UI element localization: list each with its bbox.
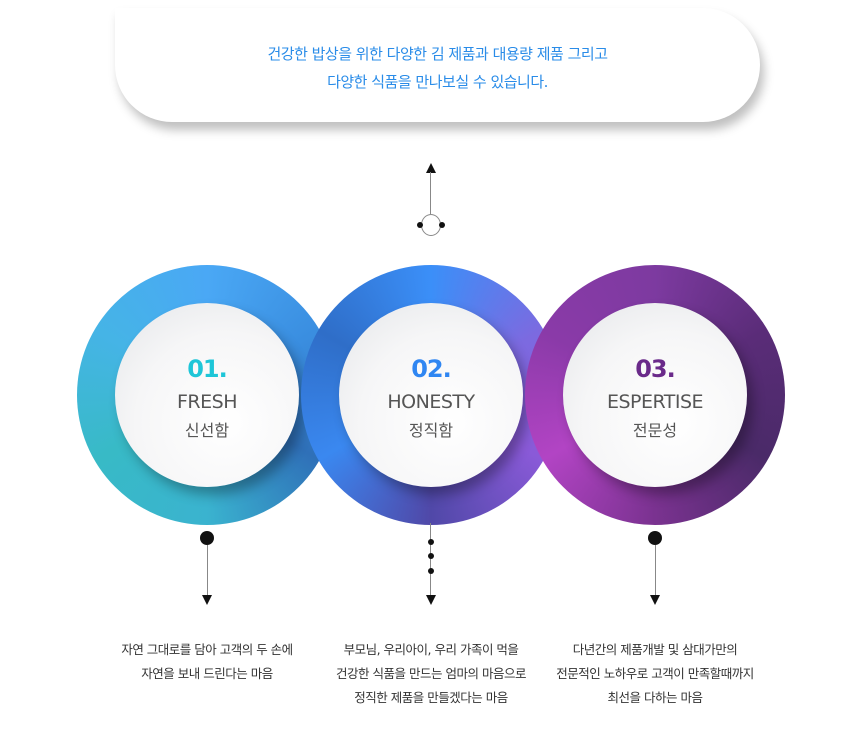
arrow-down-icon <box>426 595 436 605</box>
connector-dot <box>428 568 434 574</box>
desc-line: 자연을 보내 드린다는 마음 <box>141 666 273 681</box>
circle-fresh: 01. FRESH 신선함 <box>77 265 337 525</box>
circle-espertise: 03. ESPERTISE 전문성 <box>525 265 785 525</box>
description-fresh: 자연 그대로를 담아 고객의 두 손에 자연을 보내 드린다는 마음 <box>87 638 327 686</box>
desc-line: 부모님, 우리아이, 우리 가족이 먹을 <box>343 642 519 657</box>
connector-dot <box>200 531 214 545</box>
connector-dot <box>417 222 423 228</box>
item-title: HONESTY <box>387 391 475 413</box>
intro-line-2: 다양한 식품을 만나보실 수 있습니다. <box>327 73 548 91</box>
item-number: 03. <box>635 355 676 383</box>
connector-dot <box>428 539 434 545</box>
arrow-up-icon <box>426 163 436 173</box>
desc-line: 다년간의 제품개발 및 삼대가만의 <box>572 642 738 657</box>
desc-line: 전문적인 노하우로 고객이 만족할때까지 <box>556 666 754 681</box>
item-title: ESPERTISE <box>606 391 704 413</box>
item-korean: 전문성 <box>632 421 678 440</box>
item-number: 01. <box>187 355 228 383</box>
desc-line: 자연 그대로를 담아 고객의 두 손에 <box>121 642 293 657</box>
connector-line <box>655 545 656 595</box>
arrow-down-icon <box>650 595 660 605</box>
connector-dot <box>648 531 662 545</box>
connector-line <box>430 523 431 595</box>
circle-honesty: 02. HONESTY 정직함 <box>301 265 561 525</box>
connector-loop-icon <box>421 214 441 236</box>
intro-bubble: 건강한 밥상을 위한 다양한 김 제품과 대용량 제품 그리고 다양한 식품을 … <box>115 8 760 122</box>
connector-dot <box>428 553 434 559</box>
description-espertise: 다년간의 제품개발 및 삼대가만의 전문적인 노하우로 고객이 만족할때까지 최… <box>535 638 775 710</box>
item-title: FRESH <box>177 391 237 413</box>
arrow-down-icon <box>202 595 212 605</box>
desc-line: 최선을 다하는 마음 <box>607 690 703 705</box>
description-honesty: 부모님, 우리아이, 우리 가족이 먹을 건강한 식품을 만드는 엄마의 마음으… <box>311 638 551 710</box>
connector-line <box>207 545 208 595</box>
item-number: 02. <box>411 355 452 383</box>
connector-dot <box>439 222 445 228</box>
intro-line-1: 건강한 밥상을 위한 다양한 김 제품과 대용량 제품 그리고 <box>267 45 608 63</box>
desc-line: 정직한 제품을 만들겠다는 마음 <box>354 690 508 705</box>
item-korean: 신선함 <box>184 421 230 440</box>
connector-line <box>430 172 431 214</box>
item-korean: 정직함 <box>408 421 454 440</box>
desc-line: 건강한 식품을 만드는 엄마의 마음으로 <box>336 666 526 681</box>
